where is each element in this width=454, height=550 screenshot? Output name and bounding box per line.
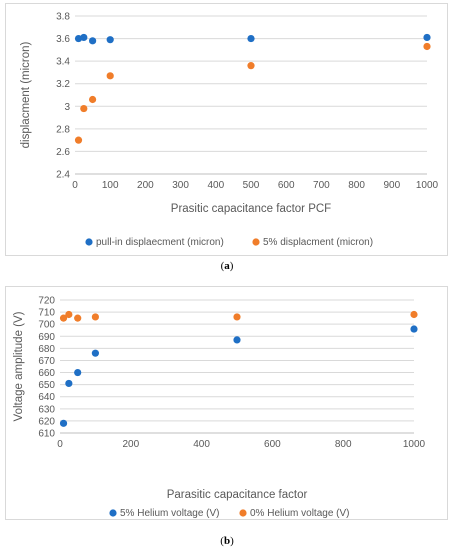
chart-a-series-2-point bbox=[247, 62, 255, 70]
chart-b-series-1-point bbox=[233, 336, 241, 344]
chart-a-x-tick-label: 1000 bbox=[416, 180, 439, 191]
chart-a-x-tick-label: 900 bbox=[383, 180, 400, 191]
chart-a-y-tick-label: 3.4 bbox=[56, 57, 70, 68]
chart-b-y-tick-label: 650 bbox=[38, 380, 55, 391]
chart-b-x-tick-label: 200 bbox=[122, 439, 139, 450]
chart-b-series-2-point bbox=[233, 313, 241, 321]
chart-b-y-tick-label: 710 bbox=[38, 308, 55, 319]
chart-a-x-tick-label: 600 bbox=[278, 180, 295, 191]
chart-a-x-tick-label: 300 bbox=[172, 180, 189, 191]
chart-a-y-tick-label: 3 bbox=[64, 102, 70, 113]
chart-b-legend-marker-1 bbox=[109, 509, 117, 517]
chart-a-x-tick-label: 0 bbox=[72, 180, 78, 191]
chart-a-y-tick-label: 3.8 bbox=[56, 12, 70, 23]
chart-a-x-axis-title: Prasitic capacitance factor PCF bbox=[171, 203, 331, 215]
chart-a-y-tick-label: 2.8 bbox=[56, 124, 70, 135]
chart-a: 2.4 2.6 2.8 3 3.2 3.4 3.6 3.8 0 100 200 300 400 500 60… bbox=[20, 12, 439, 249]
chart-b-series-1-point bbox=[91, 349, 99, 357]
chart-b-x-tick-label: 800 bbox=[335, 439, 352, 450]
chart-a-series-2-point bbox=[423, 42, 431, 51]
chart-b-legend-label-2: 0% Helium voltage (V) bbox=[250, 508, 349, 519]
chart-a-series-2-point bbox=[106, 72, 114, 80]
chart-a-panel: 2.4 2.6 2.8 3 3.2 3.4 3.6 3.8 0 100 200 300 400 500 60… bbox=[5, 3, 448, 256]
chart-a-legend-label-2: 5% displacment (micron) bbox=[263, 237, 373, 248]
chart-b-x-tick-label: 400 bbox=[193, 439, 210, 450]
chart-a-legend-marker-1 bbox=[85, 238, 93, 246]
chart-b-series-2-point bbox=[65, 310, 73, 319]
chart-b-y-axis-title: Voltage amplitude (V) bbox=[13, 311, 25, 421]
chart-a-x-tick-label: 800 bbox=[348, 180, 365, 191]
chart-b-y-tick-label: 700 bbox=[38, 320, 55, 331]
chart-a-series-1-point bbox=[106, 36, 114, 44]
chart-a-series-1-point bbox=[80, 33, 88, 42]
chart-b-y-tick-label: 660 bbox=[38, 368, 55, 379]
chart-b-y-tick-label: 680 bbox=[38, 344, 55, 355]
chart-b-legend-marker-2 bbox=[239, 509, 247, 517]
chart-b-series-1-point bbox=[410, 325, 418, 333]
chart-a-y-axis-title: displacment (micron) bbox=[20, 41, 32, 148]
chart-b-y-tick-label: 640 bbox=[38, 392, 55, 403]
chart-b-series-2-point bbox=[74, 314, 82, 322]
chart-b-panel: 610 620 630 640 650 660 670 680 690 700 710 720 0 200… bbox=[5, 286, 448, 520]
chart-b-series-1-point bbox=[74, 368, 82, 377]
chart-a-x-tick-label: 500 bbox=[243, 180, 260, 191]
chart-b-y-tick-label: 620 bbox=[38, 416, 55, 427]
chart-a-y-tick-label: 2.4 bbox=[56, 170, 70, 181]
chart-b-x-tick-label: 1000 bbox=[403, 439, 426, 450]
chart-a-series-1-point bbox=[89, 37, 97, 45]
chart-a-series-2-point bbox=[80, 104, 88, 113]
chart-a-x-tick-label: 400 bbox=[207, 180, 224, 191]
chart-a-y-tick-label: 2.6 bbox=[56, 147, 70, 158]
chart-a-x-tick-label: 200 bbox=[137, 180, 154, 191]
chart-b-series-2-point bbox=[91, 313, 99, 321]
chart-b-series-2-point bbox=[59, 314, 68, 322]
chart-b-y-tick-label: 610 bbox=[38, 429, 55, 440]
chart-b-legend-label-1: 5% Helium voltage (V) bbox=[120, 508, 219, 519]
chart-b-x-tick-label: 600 bbox=[264, 439, 281, 450]
chart-a-series-2-point bbox=[74, 136, 83, 144]
chart-a-series-2-point bbox=[89, 95, 97, 104]
chart-a-legend-marker-2 bbox=[252, 238, 260, 246]
chart-b-y-tick-label: 670 bbox=[38, 356, 55, 367]
chart-a-y-tick-label: 3.6 bbox=[56, 34, 70, 45]
chart-b-y-tick-label: 630 bbox=[38, 404, 55, 415]
caption-b: (b) bbox=[220, 535, 234, 547]
chart-b-series-1-point bbox=[65, 379, 73, 388]
chart-b-x-axis-title: Parasitic capacitance factor bbox=[167, 489, 308, 501]
chart-b-y-tick-label: 690 bbox=[38, 332, 55, 343]
chart-a-legend-label-1: pull-in displaecment (micron) bbox=[96, 237, 224, 248]
chart-a-series-1-point bbox=[247, 34, 255, 43]
caption-a: (a) bbox=[220, 260, 234, 272]
chart-b-series-1-point bbox=[59, 419, 68, 427]
chart-a-series-1-point bbox=[423, 33, 431, 42]
chart-a-x-tick-label: 700 bbox=[313, 180, 330, 191]
chart-b-y-tick-label: 720 bbox=[38, 296, 55, 307]
chart-b-series-2-point bbox=[410, 310, 418, 319]
chart-a-y-tick-label: 3.2 bbox=[56, 79, 70, 90]
chart-b-x-tick-label: 0 bbox=[57, 439, 63, 450]
chart-a-x-tick-label: 100 bbox=[102, 180, 119, 191]
